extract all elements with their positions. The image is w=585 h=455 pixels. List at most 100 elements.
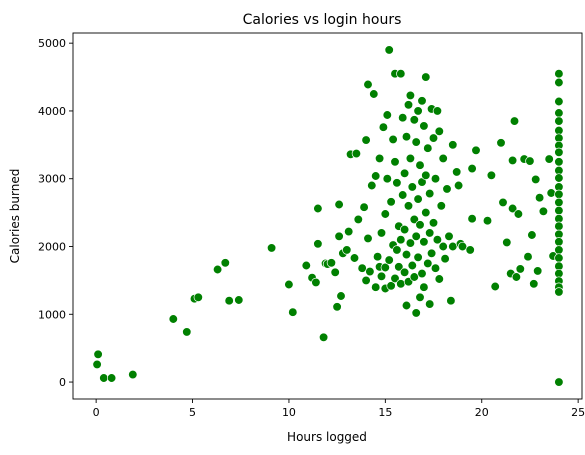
data-point [367,180,377,191]
data-point [448,140,458,150]
data-point [332,302,342,312]
data-point [380,209,390,219]
data-point [326,258,337,268]
data-point [426,248,437,258]
plot-frame [72,32,583,400]
data-point [509,116,520,126]
data-point [554,377,564,387]
data-point [212,264,223,275]
data-point [440,254,450,264]
points-layer [92,45,564,387]
data-point [399,168,410,178]
data-point [390,273,400,284]
data-point [330,267,340,277]
data-point [182,327,192,337]
data-point [529,279,539,289]
data-point [365,266,375,277]
data-point [363,79,373,90]
data-point [376,228,387,238]
data-point [220,258,230,268]
data-point [399,267,410,277]
chart-title: Calories vs login hours [243,12,402,28]
data-point [344,226,354,237]
data-point [457,241,468,252]
data-point [513,209,524,219]
data-point [284,279,294,290]
data-point [554,287,564,297]
data-point [394,262,404,272]
data-point [106,373,117,383]
data-point [380,262,390,273]
data-point [378,122,389,132]
data-point [438,153,448,164]
data-point [349,253,360,263]
data-point [392,245,402,255]
data-point [318,332,329,342]
data-point [372,252,383,262]
data-point [498,197,508,208]
data-point [411,137,421,147]
data-point [374,153,385,164]
data-point [92,359,102,370]
data-point [224,296,234,306]
data-point [554,173,564,183]
data-point [546,188,556,198]
data-point [419,121,429,131]
data-point [423,258,433,269]
data-point [490,281,500,292]
data-point [507,155,518,166]
data-point [403,100,414,110]
data-point [409,115,419,125]
data-point [507,203,518,214]
data-point [428,133,439,143]
data-point [382,174,392,184]
data-point [425,188,435,199]
data-point [486,170,497,180]
data-point [448,241,458,252]
data-point [432,106,443,116]
ticks-layer: 0 5 10 15 20 25 0 1000 2000 3000 4000 5000 [38,37,585,419]
data-point [430,263,441,273]
data-point [482,216,493,226]
data-point [382,110,392,120]
data-point [266,243,277,253]
data-point [534,193,545,203]
data-point [430,174,441,184]
data-point [398,113,408,123]
data-point [401,132,412,142]
data-point [411,231,421,241]
x-tick-label: 20 [475,406,489,419]
data-point [407,182,417,192]
data-point [471,145,481,155]
data-point [425,299,435,309]
data-point [444,231,454,241]
y-tick-label: 3000 [38,173,66,186]
data-point [428,218,439,228]
data-point [409,214,419,225]
data-point [193,292,203,302]
data-point [399,224,410,235]
data-point [415,160,425,170]
data-point [554,116,564,126]
data-point [99,373,109,383]
data-point [423,143,433,153]
data-point [351,148,362,159]
data-point [334,231,344,241]
data-point [336,291,346,301]
data-point [417,268,427,279]
data-point [525,156,535,166]
data-point [533,266,543,276]
data-point [432,235,443,245]
data-point [396,69,406,79]
data-point [438,241,448,252]
data-point [413,194,423,204]
x-tick-label: 0 [93,406,100,419]
data-point [405,238,416,248]
data-point [396,235,406,245]
y-tick-label: 2000 [38,241,66,254]
data-point [496,138,506,148]
data-point [401,300,412,311]
y-tick-label: 4000 [38,105,66,118]
y-tick-label: 5000 [38,37,66,50]
data-point [405,153,416,164]
